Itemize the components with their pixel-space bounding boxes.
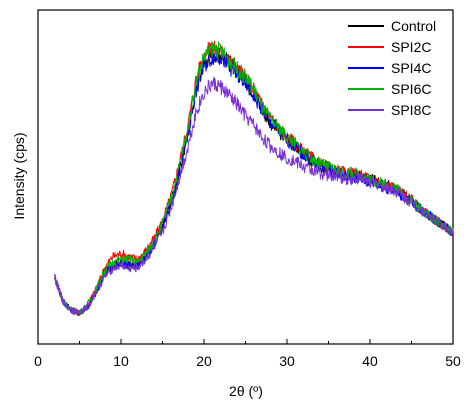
legend-label-spi6c: SPI6C [391,81,431,97]
x-tick-label: 0 [34,353,42,369]
x-axis-ticks: 0 10 20 30 40 50 [34,339,461,369]
legend: Control SPI2C SPI4C SPI6C SPI8C [348,18,436,118]
x-tick-label: 40 [362,353,378,369]
legend-label-spi4c: SPI4C [391,60,431,76]
legend-label-control: Control [391,18,436,34]
x-tick-label: 10 [113,353,129,369]
x-tick-label: 30 [279,353,295,369]
series-layer [54,40,454,317]
legend-label-spi8c: SPI8C [391,102,431,118]
y-axis-label: Intensity (cps) [11,132,27,219]
x-axis-label: 2θ (º) [229,383,263,399]
x-tick-label: 50 [445,353,461,369]
legend-label-spi2c: SPI2C [391,39,431,55]
series-line-spi8c [54,76,454,317]
x-tick-label: 20 [196,353,212,369]
